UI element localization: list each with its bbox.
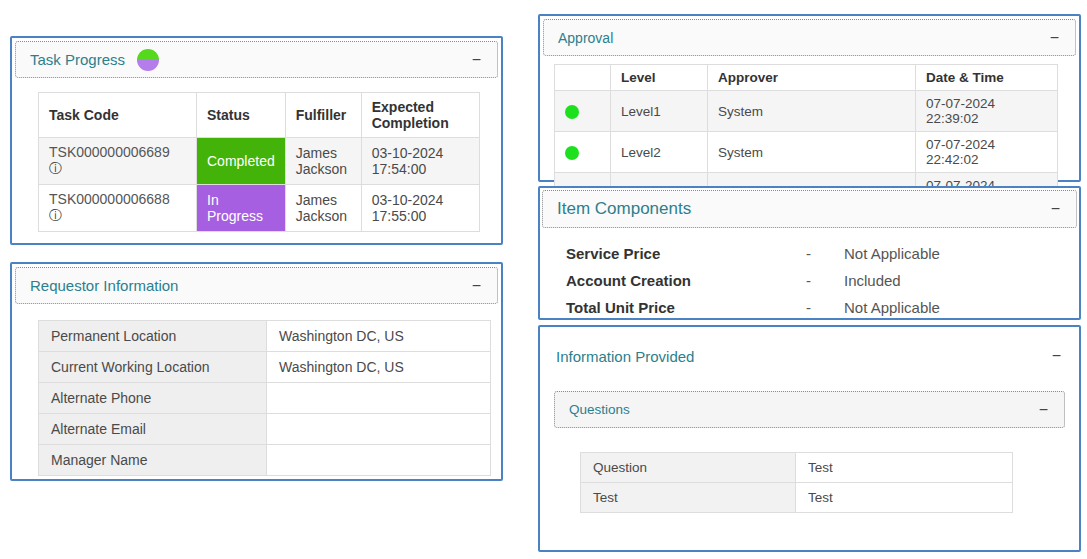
table-row: Current Working Location Washington DC, … [39,352,491,383]
table-row: Question Test [581,453,1013,483]
table-row: Test Test [581,483,1013,513]
status-badge: Completed [197,138,286,185]
table-row: Permanent Location Washington DC, US [39,321,491,352]
approval-panel: Approval − Level Approver Date & Time Le… [538,14,1081,182]
field-label: Permanent Location [39,321,267,352]
approval-status-cell [555,132,611,173]
column-header-fulfiller: Fulfiller [285,93,361,138]
collapse-icon[interactable]: − [470,52,483,68]
questions-table: Question Test Test Test [580,452,1013,513]
question-value: Test [796,453,1013,483]
information-provided-header[interactable]: Information Provided − [556,343,1063,369]
component-label: Service Price [566,245,806,262]
field-value: Washington DC, US [267,321,491,352]
level-cell: Level1 [611,91,708,132]
list-item: Account Creation - Included [566,267,1059,294]
approval-status-cell [555,91,611,132]
table-row: TSK000000006688 ⓘ In Progress James Jack… [39,185,480,232]
task-code-cell: TSK000000006689 ⓘ [39,138,197,185]
collapse-icon[interactable]: − [1049,201,1062,217]
approver-cell: System [708,91,916,132]
field-value [267,414,491,445]
table-row: Level1 System 07-07-2024 22:39:02 [555,91,1058,132]
column-header-level: Level [611,65,708,91]
table-row: Level2 System 07-07-2024 22:42:02 [555,132,1058,173]
table-row: Manager Name [39,445,491,476]
collapse-icon[interactable]: − [470,278,483,294]
component-value: Included [844,272,901,289]
fulfiller-cell: James Jackson [285,138,361,185]
column-header-approver: Approver [708,65,916,91]
status-badge: In Progress [197,185,286,232]
separator-dash: - [806,245,844,262]
item-components-header[interactable]: Item Components − [542,190,1077,228]
field-label: Alternate Email [39,414,267,445]
requestor-information-table: Permanent Location Washington DC, US Cur… [38,320,491,476]
component-label: Total Unit Price [566,299,806,316]
field-label: Manager Name [39,445,267,476]
component-value: Not Applicable [844,245,940,262]
collapse-icon[interactable]: − [1048,30,1061,46]
approval-title: Approval [558,30,613,46]
list-item: Service Price - Not Applicable [566,240,1059,267]
questions-header[interactable]: Questions − [554,391,1065,428]
info-icon[interactable]: ⓘ [49,161,62,176]
task-code: TSK000000006688 [49,191,170,207]
approver-cell: System [708,132,916,173]
information-provided-title: Information Provided [556,348,694,365]
field-value: Washington DC, US [267,352,491,383]
requestor-information-panel: Requestor Information − Permanent Locati… [10,262,503,481]
date-time-cell: 07-07-2024 22:42:02 [916,132,1058,173]
task-progress-panel: Task Progress − Task Code Status Fulfill… [10,36,503,245]
date-time-cell: 07-07-2024 22:39:02 [916,91,1058,132]
information-provided-panel: Information Provided − Questions − Quest… [538,325,1081,552]
separator-dash: - [806,272,844,289]
field-value [267,445,491,476]
list-item: Total Unit Price - Not Applicable [566,294,1059,321]
task-progress-table: Task Code Status Fulfiller Expected Comp… [38,92,480,232]
task-progress-title: Task Progress [30,51,125,68]
item-components-panel: Item Components − Service Price - Not Ap… [538,186,1081,320]
column-header-status [555,65,611,91]
requestor-information-header[interactable]: Requestor Information − [15,267,498,304]
requestor-information-title: Requestor Information [30,277,178,294]
collapse-icon[interactable]: − [1050,348,1063,364]
expected-completion-cell: 03-10-2024 17:55:00 [361,185,479,232]
field-value [267,383,491,414]
table-header-row: Level Approver Date & Time [555,65,1058,91]
approved-dot-icon [565,105,579,119]
task-code: TSK000000006689 [49,144,170,160]
level-cell: Level2 [611,132,708,173]
approval-header[interactable]: Approval − [543,19,1076,56]
table-row: Alternate Email [39,414,491,445]
field-label: Alternate Phone [39,383,267,414]
item-components-list: Service Price - Not Applicable Account C… [566,240,1059,321]
column-header-expected-completion: Expected Completion [361,93,479,138]
question-label: Test [581,483,796,513]
approved-dot-icon [565,146,579,160]
component-value: Not Applicable [844,299,940,316]
collapse-icon[interactable]: − [1037,402,1050,418]
questions-title: Questions [569,402,630,417]
table-row: Alternate Phone [39,383,491,414]
pie-chart-icon [137,49,159,71]
question-label: Question [581,453,796,483]
component-label: Account Creation [566,272,806,289]
expected-completion-cell: 03-10-2024 17:54:00 [361,138,479,185]
column-header-task-code: Task Code [39,93,197,138]
task-code-cell: TSK000000006688 ⓘ [39,185,197,232]
item-components-title: Item Components [557,199,691,219]
question-value: Test [796,483,1013,513]
field-label: Current Working Location [39,352,267,383]
fulfiller-cell: James Jackson [285,185,361,232]
info-icon[interactable]: ⓘ [49,208,62,223]
table-header-row: Task Code Status Fulfiller Expected Comp… [39,93,480,138]
column-header-status: Status [197,93,286,138]
task-progress-header[interactable]: Task Progress − [15,41,498,78]
table-row: TSK000000006689 ⓘ Completed James Jackso… [39,138,480,185]
column-header-date-time: Date & Time [916,65,1058,91]
separator-dash: - [806,299,844,316]
